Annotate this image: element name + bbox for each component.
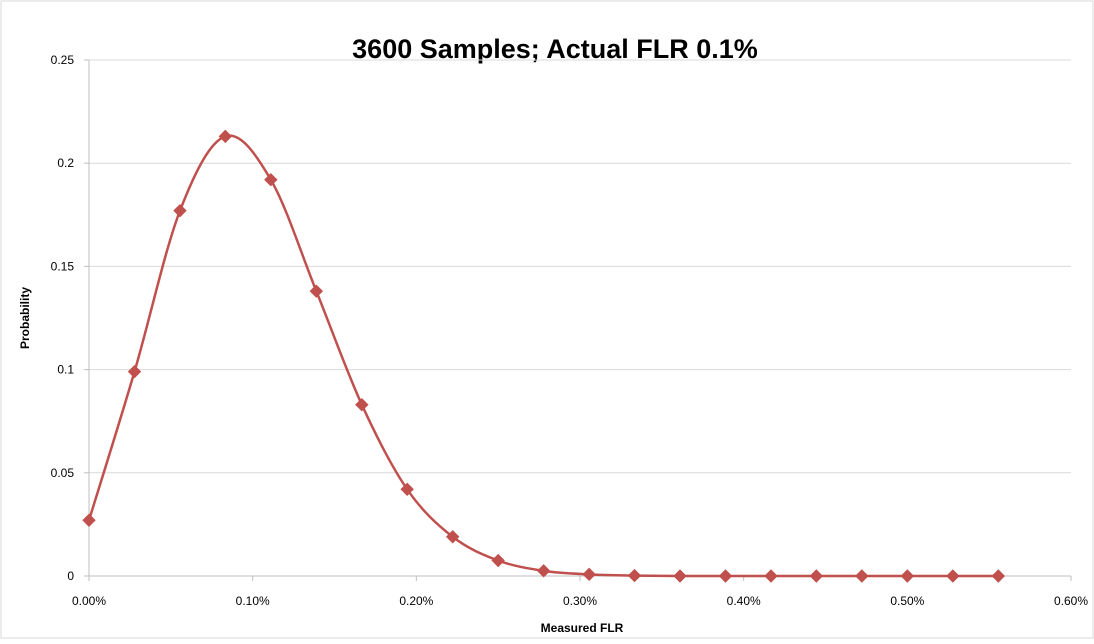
x-tick-label: 0.10% bbox=[236, 594, 270, 608]
axis-layer: 0 0.05 0.1 0.15 0.2 0.25 0.00% 0.10% 0.20% 0.30% 0… bbox=[51, 53, 1089, 608]
data-point-marker bbox=[855, 569, 869, 583]
y-tick-label: 0.15 bbox=[51, 259, 75, 273]
y-tick-label: 0.2 bbox=[57, 156, 74, 170]
data-point-marker bbox=[355, 397, 369, 412]
x-tick-label: 0.60% bbox=[1054, 594, 1088, 608]
data-point-marker bbox=[673, 569, 687, 583]
data-point-marker bbox=[582, 567, 596, 582]
grid-layer bbox=[89, 59, 1071, 474]
data-point-marker bbox=[491, 553, 505, 568]
data-point-marker bbox=[809, 569, 824, 583]
data-point-marker bbox=[946, 569, 960, 583]
data-point-marker bbox=[82, 513, 96, 527]
y-tick-label: 0.25 bbox=[51, 53, 75, 67]
x-tick-label: 0.20% bbox=[399, 594, 433, 608]
x-tick-label: 0.30% bbox=[563, 594, 597, 608]
chart-title: 3600 Samples; Actual FLR 0.1% bbox=[352, 34, 758, 64]
data-point-marker bbox=[264, 173, 278, 187]
y-axis-title: Probability bbox=[18, 287, 32, 349]
y-tick-label: 0 bbox=[67, 569, 74, 583]
x-tick-label: 0.50% bbox=[890, 594, 924, 608]
x-axis-title: Measured FLR bbox=[541, 621, 624, 635]
data-point-marker bbox=[627, 568, 642, 583]
data-point-marker bbox=[218, 129, 233, 144]
x-tick-label: 0.40% bbox=[727, 594, 761, 608]
data-point-marker bbox=[127, 364, 142, 379]
y-tick-label: 0.1 bbox=[57, 363, 74, 377]
data-point-marker bbox=[445, 530, 460, 544]
y-tick-label: 0.05 bbox=[51, 466, 75, 480]
data-point-marker bbox=[991, 569, 1006, 583]
series-layer bbox=[82, 129, 1006, 583]
data-point-marker bbox=[764, 569, 778, 583]
data-point-marker bbox=[718, 569, 733, 583]
x-tick-label: 0.00% bbox=[72, 594, 106, 608]
data-point-marker bbox=[173, 203, 187, 218]
data-point-marker bbox=[309, 284, 324, 298]
data-point-marker bbox=[536, 564, 551, 578]
data-point-marker bbox=[900, 569, 915, 583]
data-point-marker bbox=[400, 482, 414, 497]
